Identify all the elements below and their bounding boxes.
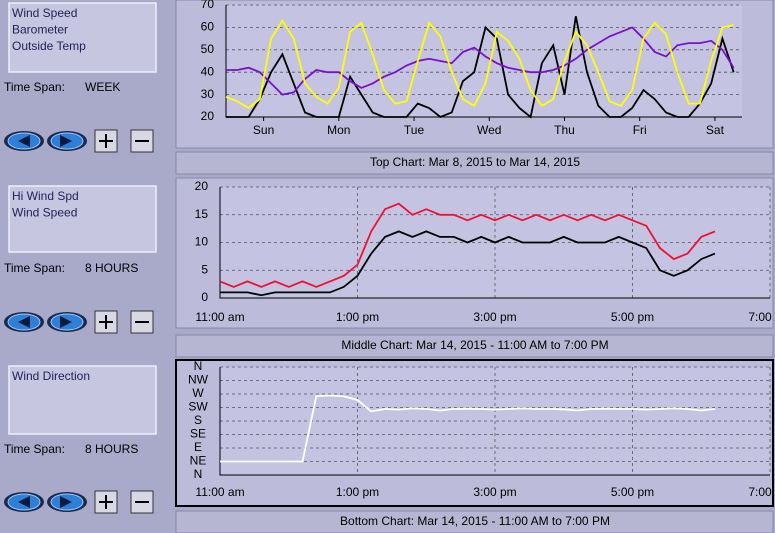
chart-title: Bottom Chart: Mar 14, 2015 - 11:00 AM to… <box>340 514 610 528</box>
x-tick-label: 5:00 pm <box>611 310 654 324</box>
title-bar <box>175 510 774 533</box>
y-tick-label: 0 <box>201 290 208 304</box>
legend-entry: Barometer <box>12 23 68 37</box>
y-tick-label: 10 <box>195 235 209 249</box>
time-span-value: WEEK <box>85 80 120 94</box>
scroll-left-button[interactable] <box>4 492 44 512</box>
axis-line <box>219 187 770 299</box>
button-arrow <box>60 316 72 328</box>
y-tick-label: SW <box>188 400 208 414</box>
zoom-out-button[interactable] <box>130 310 154 334</box>
zoom-out-button[interactable] <box>130 129 154 153</box>
time-span-label: Time Span: <box>4 261 65 275</box>
x-tick-label: 11:00 am <box>195 310 244 324</box>
scroll-left-button[interactable] <box>4 131 44 151</box>
x-tick-label: Wed <box>477 123 501 137</box>
scroll-right-button[interactable] <box>47 312 87 332</box>
scroll-left-button[interactable] <box>4 312 44 332</box>
x-tick-label: Thu <box>554 123 575 137</box>
title-bar <box>175 151 774 175</box>
button-arrow <box>18 496 30 508</box>
plus-icon <box>99 134 113 148</box>
series-line <box>226 26 735 96</box>
scroll-right-button[interactable] <box>47 131 87 151</box>
legend-entry: Wind Speed <box>12 206 77 220</box>
y-tick-label: 50 <box>201 42 215 56</box>
time-span-label: Time Span: <box>4 80 65 94</box>
plus-icon <box>99 315 113 329</box>
series-line <box>226 16 735 119</box>
time-span-value: 8 HOURS <box>85 261 138 275</box>
zoom-in-button[interactable] <box>94 490 118 514</box>
plus-icon <box>99 495 113 509</box>
y-tick-label: S <box>194 413 202 427</box>
button-arrow <box>18 316 30 328</box>
y-tick-label: 20 <box>201 109 215 123</box>
button-arrow <box>60 135 72 147</box>
y-tick-label: 5 <box>201 262 208 276</box>
button-arrow <box>18 135 30 147</box>
x-tick-label: 7:00 pm <box>748 310 775 324</box>
x-tick-label: 1:00 pm <box>336 485 379 499</box>
x-tick-label: Tue <box>404 123 425 137</box>
x-tick-label: 3:00 pm <box>473 485 516 499</box>
y-tick-label: E <box>194 440 202 454</box>
legend-entry: Outside Temp <box>12 39 86 53</box>
x-tick-label: Sat <box>706 123 725 137</box>
scroll-right-button[interactable] <box>47 492 87 512</box>
x-tick-label: Sun <box>253 123 274 137</box>
x-tick-label: Mon <box>327 123 350 137</box>
axis-line <box>219 367 770 476</box>
legend-entry: Wind Speed <box>12 6 77 20</box>
x-tick-label: 7:00 pm <box>748 485 775 499</box>
legend-entry: Wind Direction <box>12 369 90 383</box>
legend-box <box>8 365 157 435</box>
x-tick-label: 3:00 pm <box>473 310 516 324</box>
legend-box <box>8 185 157 253</box>
zoom-in-button[interactable] <box>94 129 118 153</box>
title-bar <box>175 334 774 358</box>
series-line <box>219 202 716 288</box>
x-tick-label: Fri <box>633 123 647 137</box>
x-tick-label: 5:00 pm <box>611 485 654 499</box>
series-line <box>225 19 734 110</box>
y-tick-label: NE <box>190 454 207 468</box>
y-tick-label: 70 <box>201 0 215 11</box>
legend-entry: Hi Wind Spd <box>12 189 79 203</box>
chart-title: Top Chart: Mar 8, 2015 to Mar 14, 2015 <box>370 155 580 169</box>
time-span-value: 8 HOURS <box>85 442 138 456</box>
chart-title: Middle Chart: Mar 14, 2015 - 11:00 AM to… <box>341 338 608 352</box>
zoom-in-button[interactable] <box>94 310 118 334</box>
series-line <box>220 230 716 297</box>
y-tick-label: 20 <box>195 179 209 193</box>
y-tick-label: N <box>194 467 203 481</box>
x-tick-label: 11:00 am <box>195 485 244 499</box>
legend-box <box>8 2 157 73</box>
y-tick-label: 40 <box>201 64 215 78</box>
button-arrow <box>60 496 72 508</box>
time-span-label: Time Span: <box>4 442 65 456</box>
x-tick-label: 1:00 pm <box>336 310 379 324</box>
series-line <box>220 394 716 463</box>
y-tick-label: 30 <box>201 87 215 101</box>
y-tick-label: NW <box>188 373 209 387</box>
y-tick-label: 60 <box>201 20 215 34</box>
y-tick-label: SE <box>190 427 206 441</box>
y-tick-label: 15 <box>195 207 209 221</box>
zoom-out-button[interactable] <box>130 490 154 514</box>
plot-area <box>226 5 742 117</box>
y-tick-label: W <box>192 386 204 400</box>
y-tick-label: N <box>194 359 203 373</box>
